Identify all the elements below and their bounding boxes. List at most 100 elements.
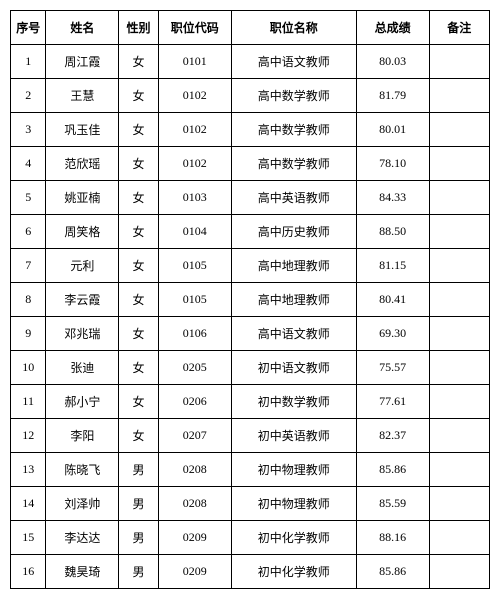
- table-cell: 元利: [46, 249, 119, 283]
- table-row: 11郝小宁女0206初中数学教师77.61: [11, 385, 490, 419]
- table-cell: 82.37: [356, 419, 429, 453]
- table-cell: 初中化学教师: [231, 521, 356, 555]
- header-idx: 序号: [11, 11, 46, 45]
- table-cell: 初中物理教师: [231, 487, 356, 521]
- table-cell: 88.16: [356, 521, 429, 555]
- table-cell: 10: [11, 351, 46, 385]
- table-cell: [429, 385, 489, 419]
- table-cell: 高中数学教师: [231, 147, 356, 181]
- table-cell: 范欣瑶: [46, 147, 119, 181]
- table-row: 14刘泽帅男0208初中物理教师85.59: [11, 487, 490, 521]
- table-row: 1周江霞女0101高中语文教师80.03: [11, 45, 490, 79]
- table-cell: 81.79: [356, 79, 429, 113]
- table-cell: 高中语文教师: [231, 317, 356, 351]
- table-cell: 女: [119, 385, 159, 419]
- table-cell: 13: [11, 453, 46, 487]
- table-cell: 李阳: [46, 419, 119, 453]
- table-cell: 高中数学教师: [231, 113, 356, 147]
- table-cell: 女: [119, 215, 159, 249]
- results-table: 序号 姓名 性别 职位代码 职位名称 总成绩 备注 1周江霞女0101高中语文教…: [10, 10, 490, 589]
- table-cell: 0102: [158, 147, 231, 181]
- table-cell: 高中地理教师: [231, 283, 356, 317]
- table-cell: [429, 521, 489, 555]
- table-cell: [429, 419, 489, 453]
- table-cell: 郝小宁: [46, 385, 119, 419]
- table-cell: 8: [11, 283, 46, 317]
- table-cell: 85.86: [356, 453, 429, 487]
- table-cell: 11: [11, 385, 46, 419]
- table-cell: 高中语文教师: [231, 45, 356, 79]
- table-row: 4范欣瑶女0102高中数学教师78.10: [11, 147, 490, 181]
- table-cell: 女: [119, 249, 159, 283]
- table-cell: 李达达: [46, 521, 119, 555]
- table-cell: 0208: [158, 453, 231, 487]
- table-cell: [429, 283, 489, 317]
- header-name: 姓名: [46, 11, 119, 45]
- table-cell: 80.41: [356, 283, 429, 317]
- table-cell: 0106: [158, 317, 231, 351]
- table-cell: 6: [11, 215, 46, 249]
- table-cell: 女: [119, 283, 159, 317]
- table-cell: 1: [11, 45, 46, 79]
- table-cell: 初中语文教师: [231, 351, 356, 385]
- table-header: 序号 姓名 性别 职位代码 职位名称 总成绩 备注: [11, 11, 490, 45]
- table-body: 1周江霞女0101高中语文教师80.032王慧女0102高中数学教师81.793…: [11, 45, 490, 589]
- table-cell: 16: [11, 555, 46, 589]
- table-row: 10张迪女0205初中语文教师75.57: [11, 351, 490, 385]
- table-row: 13陈晓飞男0208初中物理教师85.86: [11, 453, 490, 487]
- table-cell: 男: [119, 555, 159, 589]
- table-row: 3巩玉佳女0102高中数学教师80.01: [11, 113, 490, 147]
- table-cell: 80.03: [356, 45, 429, 79]
- table-cell: [429, 317, 489, 351]
- table-cell: 69.30: [356, 317, 429, 351]
- table-cell: 李云霞: [46, 283, 119, 317]
- table-cell: [429, 147, 489, 181]
- table-cell: 女: [119, 45, 159, 79]
- table-cell: 魏昊琦: [46, 555, 119, 589]
- table-cell: [429, 45, 489, 79]
- table-cell: 初中化学教师: [231, 555, 356, 589]
- table-cell: 女: [119, 419, 159, 453]
- header-code: 职位代码: [158, 11, 231, 45]
- table-row: 5姚亚楠女0103高中英语教师84.33: [11, 181, 490, 215]
- table-cell: 7: [11, 249, 46, 283]
- table-cell: 88.50: [356, 215, 429, 249]
- table-cell: [429, 181, 489, 215]
- table-cell: [429, 79, 489, 113]
- table-cell: 初中物理教师: [231, 453, 356, 487]
- table-row: 7元利女0105高中地理教师81.15: [11, 249, 490, 283]
- table-cell: 张迪: [46, 351, 119, 385]
- table-cell: 0208: [158, 487, 231, 521]
- table-cell: 女: [119, 181, 159, 215]
- header-row: 序号 姓名 性别 职位代码 职位名称 总成绩 备注: [11, 11, 490, 45]
- table-cell: 0207: [158, 419, 231, 453]
- table-cell: 周笑格: [46, 215, 119, 249]
- table-cell: 81.15: [356, 249, 429, 283]
- table-cell: 女: [119, 147, 159, 181]
- table-cell: [429, 555, 489, 589]
- table-cell: 15: [11, 521, 46, 555]
- header-position: 职位名称: [231, 11, 356, 45]
- header-score: 总成绩: [356, 11, 429, 45]
- table-cell: 85.59: [356, 487, 429, 521]
- table-cell: [429, 113, 489, 147]
- table-cell: 14: [11, 487, 46, 521]
- table-row: 15李达达男0209初中化学教师88.16: [11, 521, 490, 555]
- table-cell: 刘泽帅: [46, 487, 119, 521]
- table-cell: 女: [119, 351, 159, 385]
- table-row: 8李云霞女0105高中地理教师80.41: [11, 283, 490, 317]
- table-cell: 0102: [158, 113, 231, 147]
- table-cell: 12: [11, 419, 46, 453]
- table-cell: 男: [119, 487, 159, 521]
- table-cell: 高中地理教师: [231, 249, 356, 283]
- table-cell: 84.33: [356, 181, 429, 215]
- table-cell: [429, 351, 489, 385]
- table-row: 16魏昊琦男0209初中化学教师85.86: [11, 555, 490, 589]
- table-cell: 邓兆瑞: [46, 317, 119, 351]
- table-cell: 78.10: [356, 147, 429, 181]
- table-cell: [429, 453, 489, 487]
- table-row: 9邓兆瑞女0106高中语文教师69.30: [11, 317, 490, 351]
- table-row: 2王慧女0102高中数学教师81.79: [11, 79, 490, 113]
- table-cell: 男: [119, 453, 159, 487]
- table-cell: 0104: [158, 215, 231, 249]
